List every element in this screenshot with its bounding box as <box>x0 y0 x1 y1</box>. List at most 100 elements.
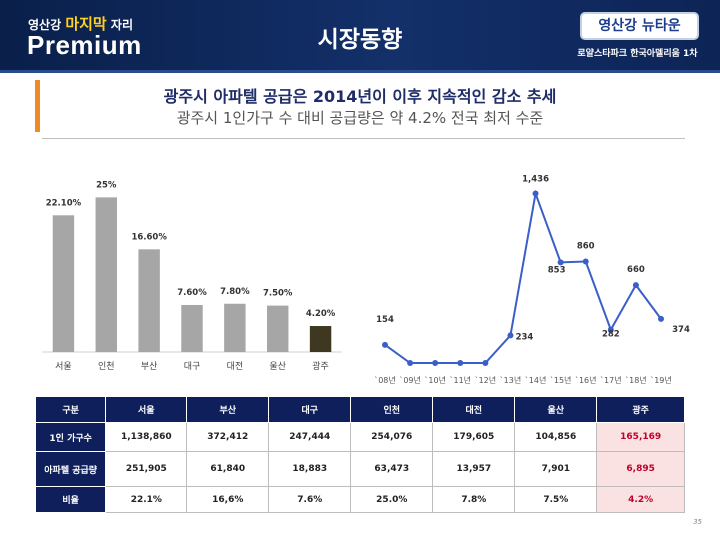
bar-0 <box>52 215 75 352</box>
line-value-label: 282 <box>602 330 620 340</box>
bar-category-label: 서울 <box>55 361 72 372</box>
table-header-cell: 울산 <box>514 396 598 423</box>
table-cell-highlight: 4.2% <box>596 486 685 513</box>
line-point-1 <box>407 360 414 366</box>
charts-canvas: 22.10% 서울 25% 인천 16.60% 부산 7.60% 대구 7.80% 대전 7.50%… <box>42 175 690 385</box>
table-row: 비율 22.1% 16,6% 7.6% 25.0% 7.8% 7.5% 4.2% <box>34 486 685 513</box>
headline-divider <box>42 138 685 139</box>
line-category-label: `10년 <box>424 375 446 385</box>
bar-5 <box>267 305 289 352</box>
table-cell: 104,856 <box>514 422 598 452</box>
line-category-label: `15년 <box>550 375 572 385</box>
table-header-cell: 광주 <box>596 396 685 423</box>
bar-value-label: 4.20% <box>306 309 336 319</box>
table-cell: 25.0% <box>350 486 434 513</box>
table-cell: 7.8% <box>432 486 516 513</box>
table-cell: 251,905 <box>105 451 188 487</box>
line-value-label: 234 <box>516 332 534 342</box>
line-point-2 <box>432 360 439 366</box>
subheadline: 광주시 1인가구 수 대비 공급량은 약 4.2% 전국 최저 수준 <box>176 109 544 127</box>
line-point-6 <box>532 190 539 197</box>
line-series <box>384 189 662 364</box>
table-header-cell: 대구 <box>268 396 352 423</box>
table-header-cell: 서울 <box>105 396 188 423</box>
line-point-5 <box>507 332 514 339</box>
bar-category-label: 부산 <box>141 361 158 372</box>
line-value-label: 860 <box>577 242 595 252</box>
brand-premium: Premium <box>27 30 142 60</box>
bar-6 <box>309 326 332 352</box>
headline-accent-bar <box>35 80 40 132</box>
line-category-label: `13년 <box>500 375 522 385</box>
brand-tagline-c: 자리 <box>110 18 133 32</box>
line-category-label: `16년 <box>575 375 597 385</box>
table-row-label: 아파텔 공급량 <box>34 451 107 487</box>
bar-2 <box>138 249 160 352</box>
supply-ratio-table: 구분 서울 부산 대구 인천 대전 울산 광주 1인 가구수 1,138,860… <box>34 396 685 513</box>
project-logo-subtitle: 로얄스타파크 한국아델리움 1차 <box>577 49 698 59</box>
line-category-label: `18년 <box>625 375 647 385</box>
bar-1 <box>95 197 117 352</box>
line-point-4 <box>482 360 489 366</box>
bar-value-label: 25% <box>96 180 117 190</box>
slide-title: 시장동향 <box>317 27 403 53</box>
headline: 광주시 아파텔 공급은 2014년이 이후 지속적인 감소 추세 <box>163 87 557 106</box>
brand-tagline-highlight: 마지막 <box>65 15 107 33</box>
table-cell: 22.1% <box>105 486 188 513</box>
table-header-cell: 구분 <box>34 396 107 423</box>
table-header-cell: 대전 <box>432 396 516 423</box>
line-category-label: `08년 <box>374 375 396 385</box>
line-point-8 <box>582 258 589 265</box>
bar-value-label: 7.50% <box>263 289 293 299</box>
line-category-label: `09년 <box>399 375 421 385</box>
line-point-11 <box>658 315 664 322</box>
bar-value-label: 7.60% <box>177 288 207 298</box>
table-cell: 179,605 <box>432 422 516 452</box>
line-category-label: `11년 <box>449 375 471 385</box>
bar-3 <box>181 304 203 352</box>
line-point-10 <box>632 282 639 289</box>
line-category-label: `19년 <box>650 375 672 385</box>
table-cell: 372,412 <box>186 422 270 452</box>
line-value-label: 853 <box>548 265 566 275</box>
bar-value-label: 22.10% <box>46 198 82 208</box>
project-logo: 영산강 뉴타운 <box>580 12 699 40</box>
table-cell: 13,957 <box>432 451 516 487</box>
brand-tagline: 영산강 마지막 자리 <box>28 13 133 34</box>
table-row: 1인 가구수 1,138,860 372,412 247,444 254,076… <box>34 422 685 452</box>
table-cell: 18,883 <box>268 451 352 487</box>
table-row-label: 비율 <box>34 486 107 513</box>
line-value-label: 660 <box>627 265 645 275</box>
line-category-label: `17년 <box>600 375 622 385</box>
line-point-0 <box>382 341 388 348</box>
line-value-label: 374 <box>672 325 690 335</box>
table-header-cell: 부산 <box>186 396 270 423</box>
bar-4 <box>224 303 246 352</box>
table-cell: 7,901 <box>514 451 598 487</box>
line-point-3 <box>457 360 464 366</box>
table-cell: 254,076 <box>350 422 434 452</box>
line-category-label: `14년 <box>525 375 547 385</box>
brand-tagline-a: 영산강 <box>28 18 62 32</box>
table-cell-highlight: 6,895 <box>596 451 685 487</box>
table-cell: 7.6% <box>268 486 352 513</box>
bar-category-label: 대구 <box>184 361 201 372</box>
bar-category-label: 인천 <box>98 361 115 372</box>
line-value-label: 1,436 <box>522 175 549 185</box>
table-row: 아파텔 공급량 251,905 61,840 18,883 63,473 13,… <box>34 451 685 487</box>
line-point-9 <box>607 326 614 333</box>
line-category-label: `12년 <box>475 375 497 385</box>
bar-value-label: 7.80% <box>220 287 250 297</box>
line-point-7 <box>557 259 564 266</box>
table-cell: 61,840 <box>186 451 270 487</box>
bar-category-label: 울산 <box>269 361 286 372</box>
table-row-label: 1인 가구수 <box>34 422 107 452</box>
table-cell: 1,138,860 <box>105 422 188 452</box>
bar-category-label: 광주 <box>312 360 329 372</box>
table-cell: 247,444 <box>268 422 352 452</box>
bar-value-label: 16.60% <box>131 232 167 242</box>
table-cell: 63,473 <box>350 451 434 487</box>
table-header-row: 구분 서울 부산 대구 인천 대전 울산 광주 <box>34 396 685 423</box>
table-header-cell: 인천 <box>350 396 434 423</box>
header-underline <box>0 70 720 73</box>
